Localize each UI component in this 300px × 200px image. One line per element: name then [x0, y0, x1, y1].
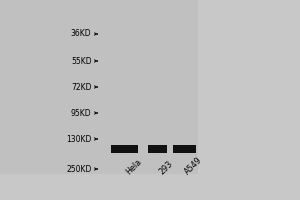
- Bar: [148, 145, 167, 153]
- Text: 95KD: 95KD: [71, 108, 92, 117]
- Text: 72KD: 72KD: [71, 83, 92, 92]
- Bar: [0, 0, 198, 174]
- Text: Hela: Hela: [124, 157, 144, 176]
- Text: 293: 293: [158, 159, 175, 176]
- Text: 130KD: 130KD: [66, 134, 92, 144]
- Bar: [173, 145, 196, 153]
- Bar: [111, 145, 138, 153]
- Text: 250KD: 250KD: [66, 164, 92, 173]
- Text: 55KD: 55KD: [71, 56, 92, 66]
- Text: 36KD: 36KD: [71, 29, 92, 38]
- Text: A549: A549: [183, 155, 204, 176]
